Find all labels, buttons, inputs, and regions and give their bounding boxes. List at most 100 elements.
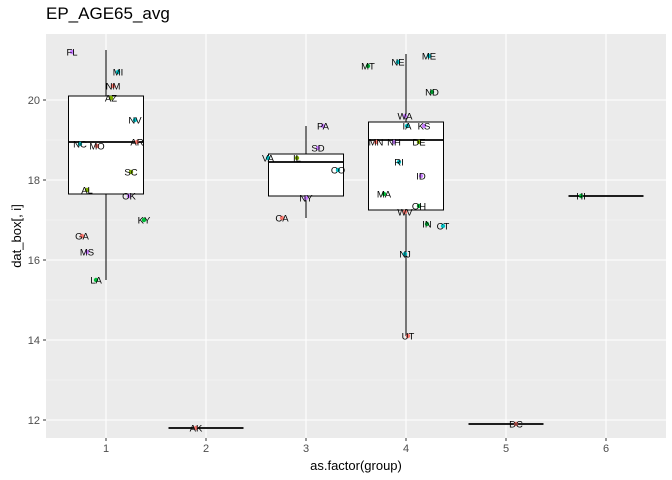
point-label-AR: AR	[130, 138, 143, 149]
point-label-MS: MS	[80, 248, 94, 259]
point-ME	[426, 53, 432, 59]
point-HI	[578, 193, 584, 199]
x-tick-label: 2	[203, 443, 209, 455]
x-tick-label: 1	[103, 443, 109, 455]
point-label-OH: OH	[412, 202, 426, 213]
point-CA	[279, 215, 285, 221]
point-label-UT: UT	[402, 332, 415, 343]
point-DE	[416, 139, 422, 145]
point-label-NV: NV	[128, 116, 142, 127]
point-label-HI: HI	[576, 192, 586, 203]
point-OH	[416, 203, 422, 209]
point-label-SD: SD	[311, 144, 324, 155]
point-label-OK: OK	[122, 192, 136, 203]
point-label-ME: ME	[422, 52, 436, 63]
point-MT	[365, 63, 371, 69]
point-IL	[294, 155, 300, 161]
point-label-FL: FL	[66, 48, 77, 59]
x-axis-title: as.factor(group)	[310, 458, 402, 473]
point-label-CO: CO	[331, 166, 345, 177]
point-label-NJ: NJ	[399, 250, 411, 261]
box-group-4	[368, 54, 444, 336]
y-tick-label: 20	[28, 95, 40, 107]
point-CO	[335, 167, 341, 173]
point-label-AL: AL	[81, 186, 93, 197]
point-label-CT: CT	[437, 222, 450, 233]
box-iqr	[268, 153, 344, 197]
x-tick-label: 5	[503, 443, 509, 455]
point-RI	[396, 159, 402, 165]
points	[69, 49, 584, 431]
point-label-ID: ID	[416, 172, 426, 183]
point-AK	[193, 425, 199, 431]
point-label-IA: IA	[403, 122, 413, 133]
point-NV	[132, 117, 138, 123]
point-NE	[395, 59, 401, 65]
point-label-PA: PA	[317, 122, 330, 133]
point-MA	[381, 191, 387, 197]
point-CT	[440, 223, 446, 229]
point-NM	[110, 83, 116, 89]
box-iqr	[368, 121, 444, 211]
point-ID	[418, 173, 424, 179]
point-MI	[115, 69, 121, 75]
point-AZ	[108, 95, 114, 101]
y-axis: 12 14 16 18 20	[28, 95, 46, 427]
y-tick-label: 14	[28, 335, 40, 347]
point-label-NH: NH	[387, 138, 401, 149]
point-KS	[421, 123, 427, 129]
point-MO	[94, 143, 100, 149]
point-label-VA: VA	[262, 154, 275, 165]
y-tick-label: 18	[28, 175, 40, 187]
y-tick-label: 16	[28, 255, 40, 267]
point-label-AZ: AZ	[105, 94, 117, 105]
x-tick-label: 3	[303, 443, 309, 455]
point-IA	[404, 123, 410, 129]
point-AR	[134, 139, 140, 145]
point-label-MA: MA	[377, 190, 392, 201]
point-label-IL: IL	[293, 154, 301, 165]
boxes	[68, 50, 644, 429]
box-group-3	[268, 126, 344, 218]
point-label-SC: SC	[124, 168, 137, 179]
point-label-WA: WA	[398, 112, 414, 123]
point-label-MT: MT	[361, 62, 375, 73]
point-label-NE: NE	[391, 58, 404, 69]
chart-title: EP_AGE65_avg	[46, 4, 170, 23]
point-OK	[126, 193, 132, 199]
x-axis: 1 2 3 4 5 6	[103, 438, 609, 455]
point-FL	[69, 49, 75, 55]
point-GA	[79, 233, 85, 239]
point-SC	[128, 169, 134, 175]
point-LA	[93, 277, 99, 283]
point-KY	[141, 217, 147, 223]
x-tick-label: 4	[403, 443, 409, 455]
point-label-CA: CA	[275, 214, 289, 225]
plot-panel	[46, 34, 666, 438]
point-label-AK: AK	[190, 424, 203, 435]
point-NC	[77, 141, 83, 147]
point-WV	[402, 209, 408, 215]
point-UT	[405, 333, 411, 339]
point-label-DC: DC	[509, 420, 523, 431]
point-VA	[265, 155, 271, 161]
point-label-LA: LA	[90, 276, 102, 287]
point-label-GA: GA	[75, 232, 89, 243]
point-label-KY: KY	[138, 216, 151, 227]
point-ND	[429, 89, 435, 95]
point-NY	[303, 195, 309, 201]
y-tick-label: 12	[28, 415, 40, 427]
point-AL	[84, 187, 90, 193]
box-group-1	[68, 50, 144, 280]
point-label-NM: NM	[106, 82, 121, 93]
x-tick-label: 6	[603, 443, 609, 455]
point-label-MN: MN	[369, 138, 384, 149]
point-DC	[513, 421, 519, 427]
point-IN	[424, 221, 430, 227]
point-label-DE: DE	[412, 138, 425, 149]
point-label-NC: NC	[73, 140, 87, 151]
point-label-WV: WV	[397, 208, 413, 219]
point-label-KS: KS	[418, 122, 431, 133]
point-label-IN: IN	[422, 220, 432, 231]
